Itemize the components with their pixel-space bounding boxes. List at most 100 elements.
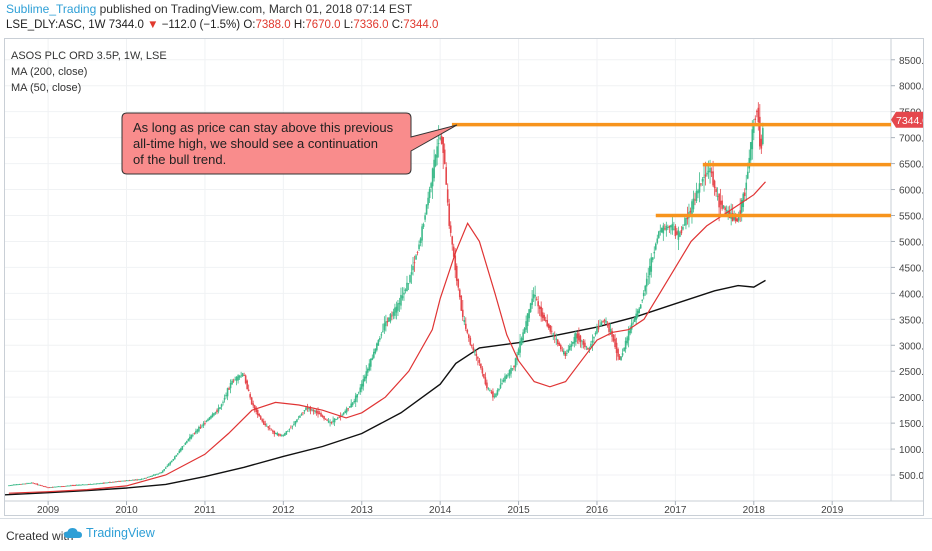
candle-body: [178, 450, 181, 454]
candle-body: [501, 383, 503, 384]
candle-body: [18, 484, 21, 486]
candle-body: [164, 467, 167, 469]
candle-body: [30, 482, 33, 484]
tradingview-brand[interactable]: TradingView: [64, 526, 155, 540]
candle-body: [229, 382, 232, 389]
candle-body: [513, 366, 515, 368]
candle-body: [695, 190, 698, 201]
candle-body: [318, 412, 321, 415]
candle-body: [311, 409, 313, 411]
candle-body: [9, 485, 12, 486]
candle-body: [371, 357, 374, 360]
candle-body: [743, 192, 746, 197]
candle-body: [11, 484, 13, 486]
candle-body: [409, 275, 411, 283]
callout[interactable]: As long as price can stay above this pre…: [121, 112, 458, 175]
candle-body: [166, 466, 169, 467]
candle-body: [29, 482, 31, 484]
candle-body: [719, 200, 722, 205]
candle-body: [303, 410, 306, 412]
candle-body: [273, 430, 276, 435]
candle-body: [24, 483, 27, 485]
candle-body: [308, 407, 310, 410]
candle-body: [570, 344, 573, 347]
author-link[interactable]: Sublime_Trading: [6, 2, 97, 16]
candle-body: [199, 426, 202, 429]
callout-line-1: As long as price can stay above this pre…: [133, 120, 394, 135]
candle-body: [662, 225, 665, 234]
legend: ASOS PLC ORD 3.5P, 1W, LSE MA (200, clos…: [11, 50, 167, 94]
callout-bubble[interactable]: [121, 112, 458, 175]
candle-body: [208, 417, 211, 420]
candle-body: [661, 227, 663, 233]
candle-body: [413, 262, 416, 264]
candle-body: [149, 476, 152, 478]
candle-body: [433, 159, 435, 179]
candle-body: [75, 484, 78, 486]
candle-body: [653, 251, 656, 254]
price-axis[interactable]: 500.0 1000.0 1500.0 2000.0 2500.0 3000.0 3500.…: [891, 56, 930, 482]
candle-body: [35, 483, 37, 485]
candle-body: [368, 363, 371, 371]
candle-body: [47, 487, 49, 489]
candle-body: [709, 167, 711, 173]
candle-body: [468, 334, 470, 339]
candle-body: [569, 345, 571, 351]
candle-body: [48, 487, 51, 489]
candle-body: [419, 238, 422, 243]
candle-body: [213, 412, 215, 416]
candle-body: [656, 238, 659, 243]
candle-body: [360, 383, 363, 390]
candle-body: [555, 338, 558, 340]
candle-body: [412, 265, 414, 271]
candle-body: [579, 335, 582, 343]
candle-body: [659, 230, 662, 232]
candle-body: [154, 474, 156, 476]
levels-group[interactable]: [451, 122, 891, 218]
candle-body: [478, 359, 481, 363]
price-chart[interactable]: 500.0 1000.0 1500.0 2000.0 2500.0 3000.0 3500.…: [4, 39, 930, 516]
candle-body: [431, 168, 434, 187]
candle-body: [247, 389, 250, 391]
candle-body: [201, 425, 203, 427]
candle-body: [576, 333, 579, 339]
candle-body: [703, 177, 705, 179]
candle-body: [507, 374, 509, 376]
candle-body: [300, 414, 303, 416]
candle-body: [641, 300, 644, 301]
candle-body: [345, 408, 348, 413]
candle-body: [258, 413, 261, 417]
candle-body: [626, 337, 628, 344]
candle-body: [495, 393, 497, 397]
candle-body: [471, 344, 473, 347]
candle-body: [214, 411, 217, 414]
candle-body: [119, 480, 122, 482]
candle-body: [599, 325, 601, 327]
candle-body: [278, 433, 280, 436]
ohlc-line: LSE_DLY:ASC, 1W 7344.0 ▼ −112.0 (−1.5%) …: [6, 19, 438, 31]
chart-grid: [5, 39, 891, 501]
chart-frame[interactable]: 500.0 1000.0 1500.0 2000.0 2500.0 3000.0 3500.…: [4, 38, 930, 516]
time-axis[interactable]: 2009 2010 2011 2012 2013 2014 2015 2016 2017 2018…: [37, 501, 844, 516]
candle-body: [157, 473, 159, 475]
x-tick-label: 2012: [272, 505, 295, 515]
candle-body: [234, 379, 236, 381]
candle-body: [445, 167, 447, 185]
candle-body: [264, 423, 267, 426]
candle-body: [163, 468, 166, 471]
candle-body: [321, 415, 324, 417]
candle-body: [600, 322, 603, 326]
candle-body: [8, 485, 10, 487]
candle-body: [400, 294, 402, 306]
candle-body: [380, 334, 383, 336]
candle-body: [519, 340, 521, 353]
candle-body: [130, 480, 132, 481]
candle-body: [455, 265, 458, 281]
candle-body: [427, 197, 429, 206]
candle-body: [275, 432, 277, 435]
candle-body: [327, 420, 330, 423]
candle-body: [56, 486, 58, 488]
candle-body: [353, 400, 356, 403]
candle-body: [268, 428, 271, 429]
candle-body: [425, 204, 428, 215]
